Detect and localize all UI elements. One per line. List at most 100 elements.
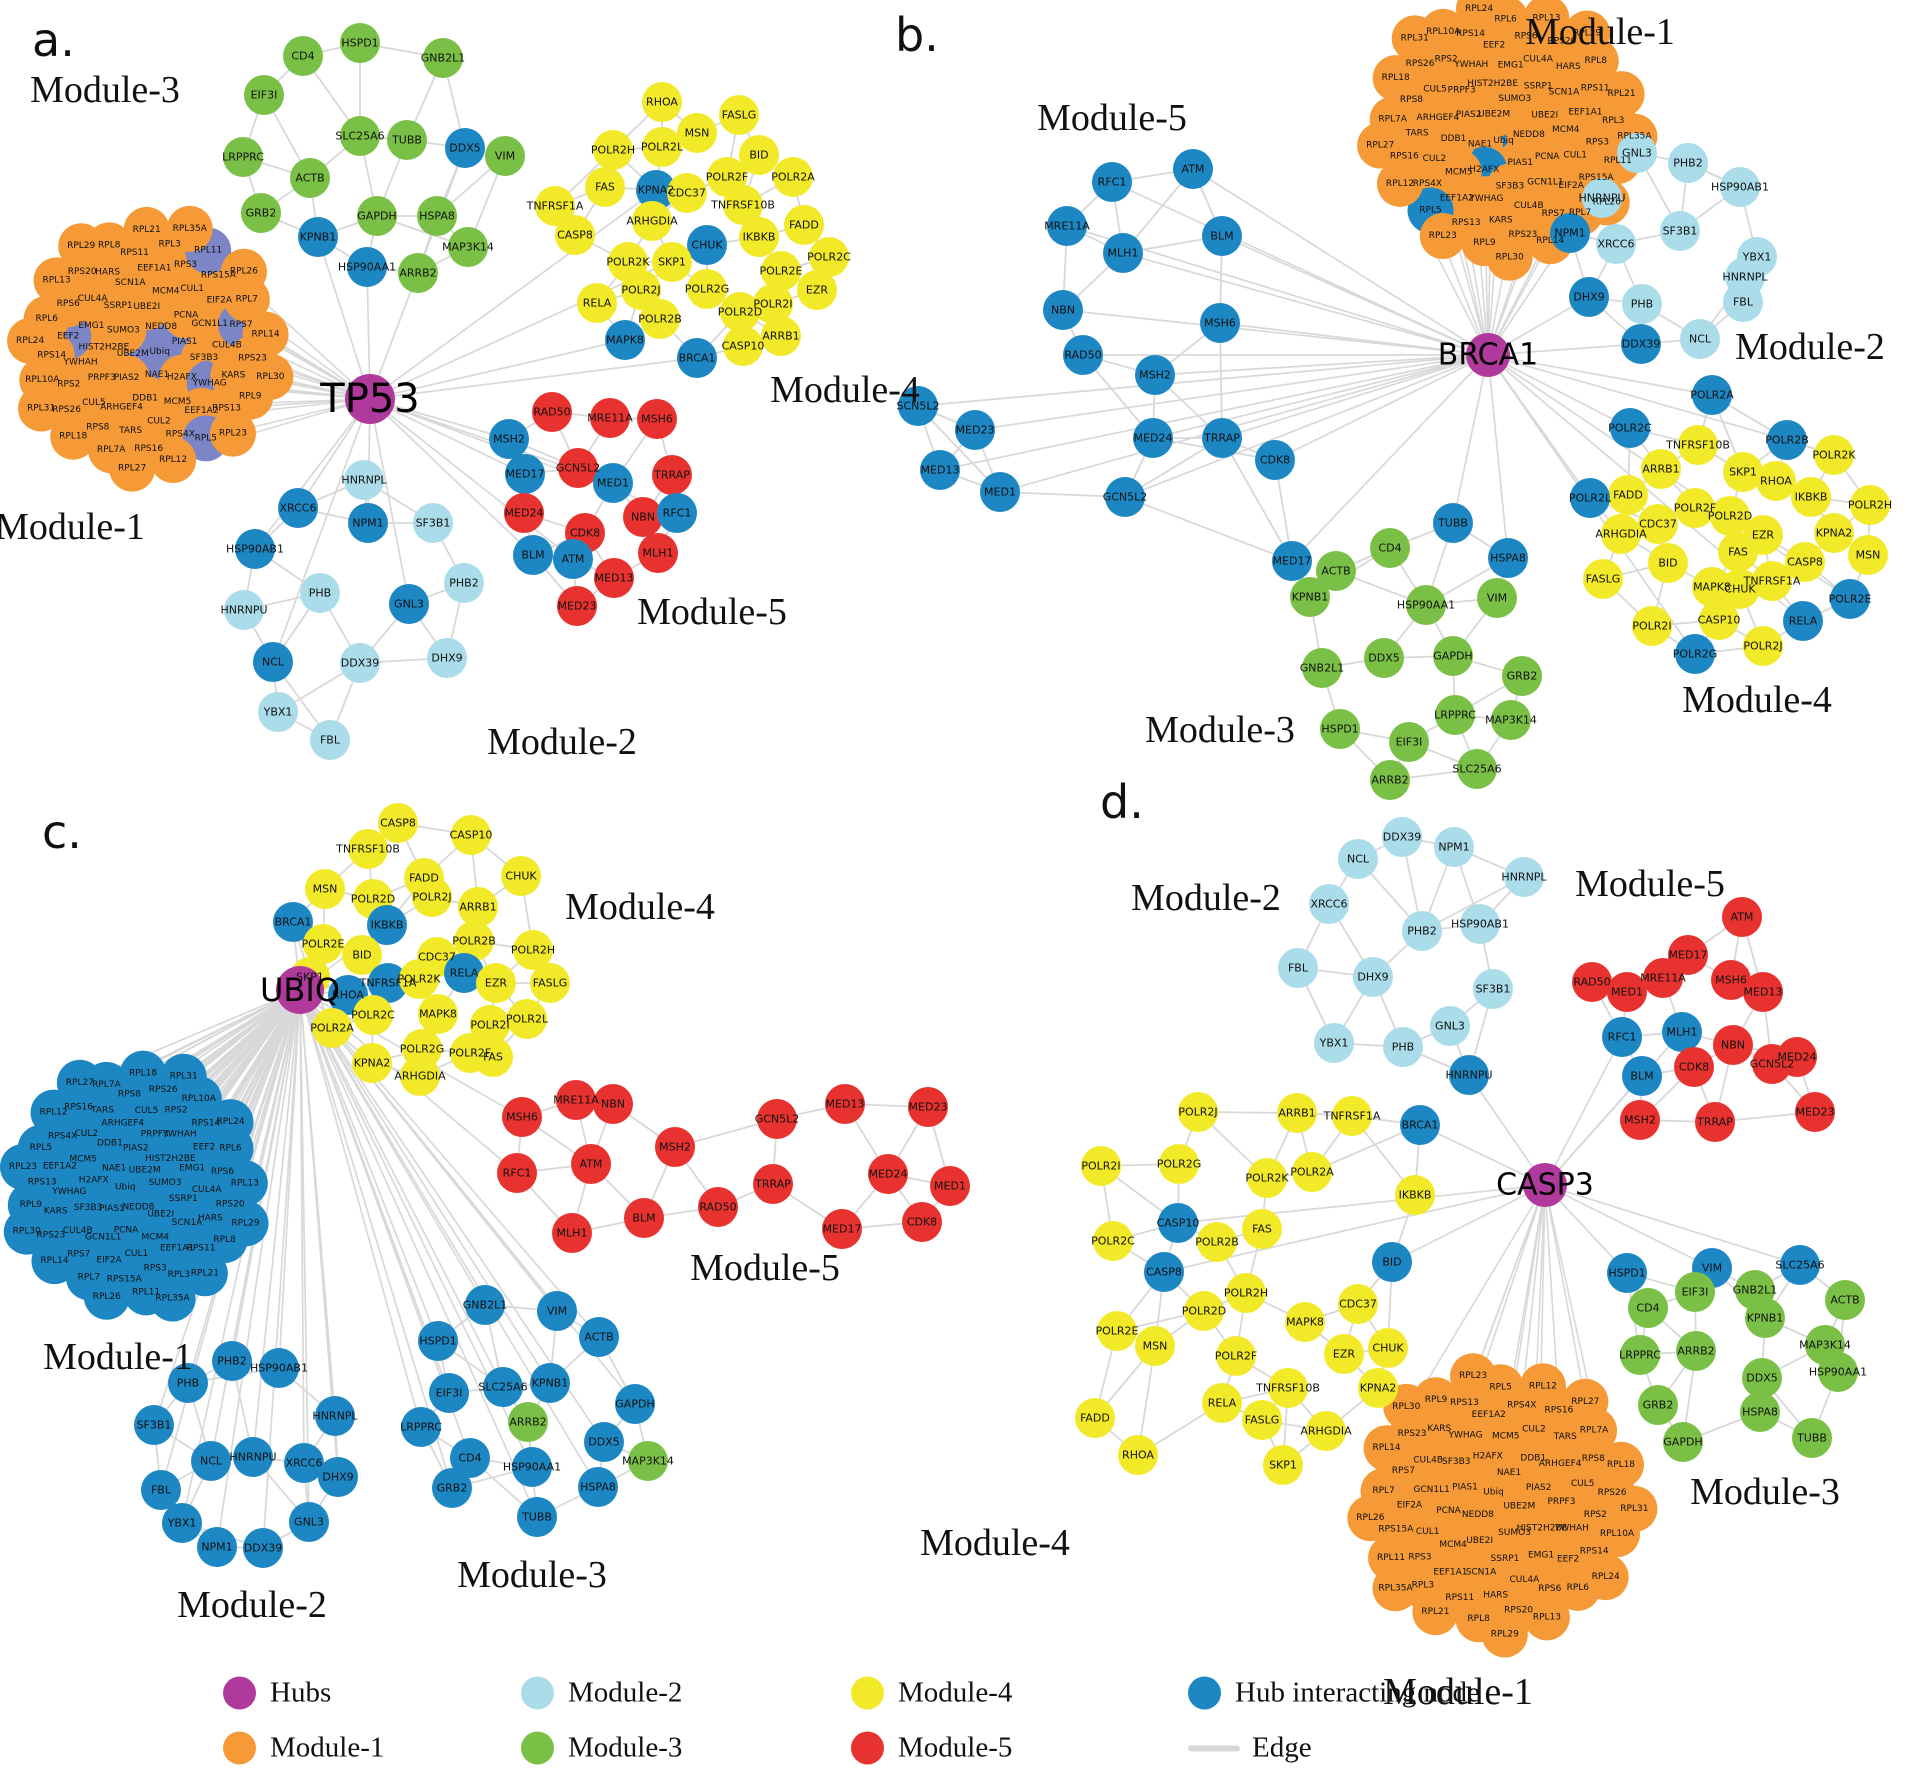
network-node (259, 1348, 299, 1388)
network-node (31, 1238, 78, 1285)
network-node (532, 392, 572, 432)
network-node (1314, 1023, 1354, 1063)
network-node (1391, 15, 1438, 62)
network-node (723, 326, 763, 366)
network-node (615, 1384, 655, 1424)
network-node (1662, 1012, 1702, 1052)
network-node (1550, 213, 1590, 253)
network-node (160, 1053, 207, 1100)
network-node (1523, 1594, 1570, 1641)
network-node (1202, 216, 1242, 256)
edge (369, 189, 657, 400)
module-label: Module-4 (770, 369, 920, 411)
hub-node-BRCA1 (1466, 333, 1510, 377)
network-node (1825, 1280, 1865, 1320)
network-node (655, 1127, 695, 1167)
network-node (902, 1202, 942, 1242)
network-node (1848, 535, 1888, 575)
network-node (1200, 303, 1240, 343)
module-label: Module-2 (487, 721, 637, 763)
hub-label: UBIQ (260, 971, 340, 1009)
network-node (1159, 1144, 1199, 1184)
hub-label: CASP3 (1496, 1168, 1594, 1203)
network-node (1184, 1291, 1224, 1331)
network-node (552, 1213, 592, 1253)
network-node (1357, 122, 1404, 169)
network-node (429, 1373, 469, 1413)
network-node (450, 1438, 490, 1478)
network-node (1430, 1006, 1470, 1046)
network-node (1449, 1055, 1489, 1095)
network-node (553, 539, 593, 579)
network-node (1363, 1425, 1410, 1472)
network-node (1433, 636, 1473, 676)
hub-node-CASP3 (1523, 1163, 1567, 1207)
network-node (340, 116, 380, 156)
network-node (1103, 233, 1143, 273)
module-label: Module-1 (1383, 1671, 1533, 1713)
network-node (418, 1321, 458, 1361)
network-node (1226, 1273, 1266, 1313)
panel-letter-c: c. (42, 805, 82, 859)
network-node (400, 1056, 440, 1096)
network-node (1668, 143, 1708, 183)
network-node (318, 1457, 358, 1497)
network-node (677, 338, 717, 378)
network-node (753, 1164, 793, 1204)
network-node (822, 1209, 862, 1249)
network-node (1092, 162, 1132, 202)
network-node (1216, 1336, 1256, 1376)
network-node (413, 503, 453, 543)
network-node (1607, 972, 1647, 1012)
network-node (1285, 1302, 1325, 1342)
network-node (1389, 722, 1429, 762)
network-node (1306, 1411, 1346, 1451)
network-node (577, 283, 617, 323)
network-node (1316, 551, 1356, 591)
edge (1124, 496, 1293, 562)
network-node (1202, 418, 1242, 458)
network-node (1364, 638, 1404, 678)
edge (229, 989, 301, 1123)
network-node (1818, 1352, 1858, 1392)
network-node (1795, 1092, 1835, 1132)
network-node (1740, 1392, 1780, 1432)
network-node (454, 921, 494, 961)
network-node (1641, 449, 1681, 489)
network-node (1338, 839, 1378, 879)
network-node (483, 1367, 523, 1407)
network-node (1720, 569, 1760, 609)
network-node (284, 1443, 324, 1483)
network-node (1720, 167, 1760, 207)
network-node (504, 493, 544, 533)
network-node (513, 535, 553, 575)
edge (1274, 354, 1489, 461)
module-label: Module-1 (1525, 11, 1675, 53)
module-label: Module-5 (637, 591, 787, 633)
network-node (1564, 10, 1611, 57)
network-node (642, 82, 682, 122)
network-node (224, 590, 264, 630)
module-label: Module-5 (690, 1247, 840, 1289)
network-node (594, 558, 634, 598)
network-node (623, 497, 663, 537)
network-node (578, 1467, 618, 1507)
network-node (448, 227, 488, 267)
network-node (241, 193, 281, 233)
module-label: Module-5 (1575, 863, 1725, 905)
network-node (1632, 606, 1672, 646)
network-node (624, 1198, 664, 1238)
network-node (1622, 284, 1662, 324)
network-node (120, 1050, 167, 1097)
network-node (1713, 1025, 1753, 1065)
network-node (1780, 1245, 1820, 1285)
edge (299, 989, 599, 1488)
edge (183, 989, 301, 1078)
network-node (1638, 1385, 1678, 1425)
network-node (1093, 1221, 1133, 1261)
network-node (1358, 1368, 1398, 1408)
network-node (1268, 1368, 1308, 1408)
edge (369, 398, 410, 605)
network-node (1597, 1441, 1644, 1488)
network-node (348, 829, 388, 869)
